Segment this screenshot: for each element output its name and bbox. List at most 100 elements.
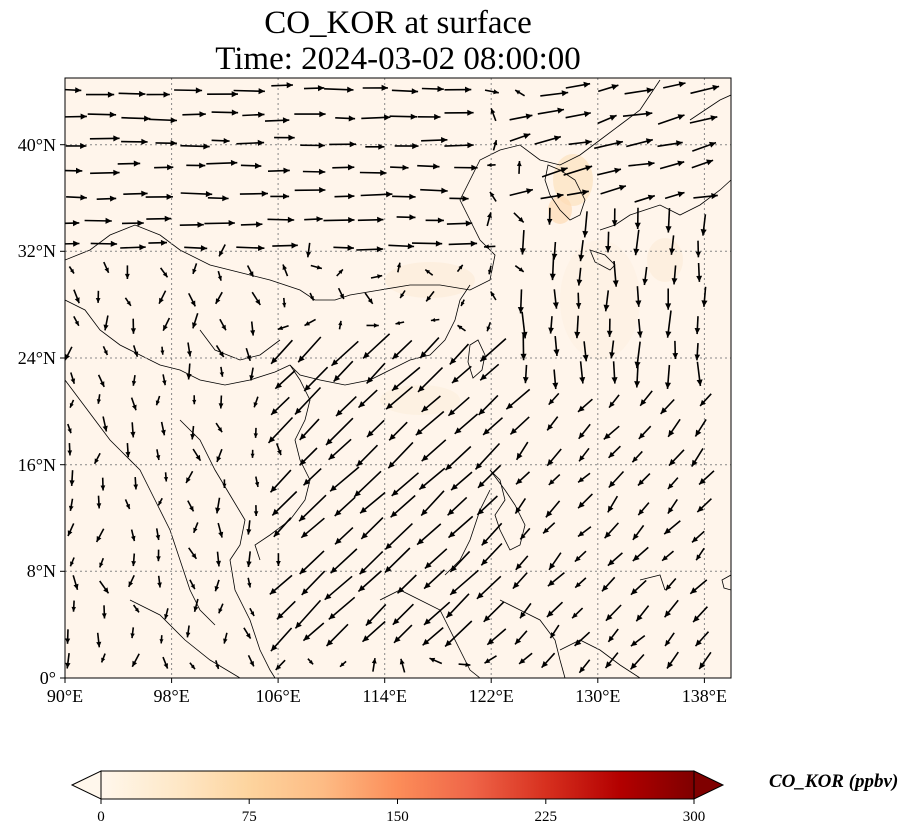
wind-arrow-head	[365, 618, 373, 626]
wind-arrow-head	[72, 220, 80, 227]
wind-arrow-head	[247, 582, 252, 588]
wind-arrow-head	[676, 140, 683, 147]
wind-arrow-head	[333, 374, 341, 382]
wind-arrow-head	[246, 355, 252, 361]
wind-arrow-head	[299, 433, 307, 440]
wind-arrow-head	[218, 608, 223, 614]
wind-arrow-head	[487, 163, 492, 168]
wind-arrow-head	[200, 245, 208, 252]
wind-arrow-head	[392, 352, 400, 359]
wind-arrow-head	[697, 505, 704, 513]
wind-arrow-head	[134, 607, 139, 613]
colorbar	[70, 770, 725, 804]
wind-arrow-head	[470, 240, 478, 247]
colorbar-tick-label: 0	[97, 809, 105, 825]
wind-arrow-head	[667, 507, 674, 514]
wind-arrow-head	[694, 328, 701, 335]
wind-arrow-head	[481, 538, 489, 546]
wind-arrow-head	[549, 273, 556, 281]
wind-arrow-head	[545, 510, 553, 518]
wind-arrow-head	[95, 298, 101, 303]
wind-arrow-head	[490, 108, 496, 114]
wind-arrow-head	[253, 511, 259, 516]
wind-arrow-head	[231, 91, 238, 98]
colorbar-tick-label: 225	[534, 809, 558, 825]
wind-arrow-head	[380, 169, 387, 176]
wind-arrow-head	[163, 324, 168, 331]
axis-ticks	[60, 144, 705, 683]
wind-arrow-head	[328, 453, 336, 460]
wind-arrow-head	[128, 581, 134, 587]
wind-arrow-head	[163, 663, 168, 669]
wind-arrow-head	[197, 221, 204, 228]
wind-arrow-head	[578, 254, 585, 262]
wind-arrow-head	[465, 86, 472, 93]
wind-arrow-head	[699, 662, 706, 670]
wind-arrow-head	[671, 278, 678, 285]
wind-arrow-head	[74, 297, 80, 304]
wind-arrow-head	[420, 351, 427, 358]
wind-arrow-head	[608, 635, 614, 642]
wind-arrow-head	[411, 88, 419, 95]
wind-arrow-head	[584, 111, 591, 118]
wind-arrow-head	[665, 584, 672, 591]
wind-arrow-head	[395, 321, 401, 325]
wind-arrow-head	[282, 117, 290, 124]
wind-arrow-head	[678, 81, 686, 88]
wind-arrow-head	[348, 193, 355, 200]
wind-arrow-head	[277, 449, 282, 456]
wind-arrow-head	[467, 142, 474, 149]
wind-arrow-head	[579, 666, 586, 673]
wind-arrow-head	[512, 581, 520, 589]
wind-arrow-head	[582, 354, 589, 362]
wind-arrow-head	[523, 133, 531, 139]
wind-arrow-head	[99, 562, 104, 568]
wind-arrow-head	[476, 592, 484, 599]
wind-arrow-head	[190, 300, 196, 307]
wind-arrow-head	[336, 409, 343, 417]
wind-arrow-head	[585, 139, 592, 146]
wind-arrow-head	[445, 463, 453, 471]
wind-arrow-head	[80, 142, 87, 149]
wind-arrow-head	[608, 451, 615, 458]
wind-arrow-head	[124, 273, 130, 279]
wind-arrow-head	[96, 399, 101, 404]
wind-arrow-head	[478, 408, 486, 415]
y-tick-label: 32°N	[17, 241, 56, 262]
wind-arrow-head	[299, 567, 307, 574]
wind-arrow-head	[359, 567, 367, 575]
wind-arrow-head	[394, 636, 401, 643]
wind-arrow-head	[582, 189, 589, 196]
wind-arrow-head	[648, 160, 655, 167]
wind-arrow-head	[603, 304, 610, 312]
wind-arrow-head	[270, 644, 278, 652]
wind-arrow-head	[347, 86, 354, 93]
wind-arrow-head	[546, 218, 553, 225]
wind-arrow-head	[677, 191, 685, 198]
wind-arrow-head	[291, 242, 298, 249]
wind-arrow-head	[611, 220, 618, 227]
y-tick-label: 0°	[39, 668, 56, 688]
wind-arrow-head	[448, 531, 456, 538]
wind-arrow-head	[419, 483, 427, 490]
wind-arrow-head	[400, 293, 405, 299]
wind-arrow-head	[301, 531, 308, 538]
y-tick-label: 16°N	[17, 454, 56, 475]
wind-arrow-head	[103, 587, 109, 594]
wind-arrow-head	[422, 638, 430, 646]
wind-arrow-head	[303, 634, 311, 641]
wind-arrow-head	[579, 377, 586, 384]
wind-arrow-head	[69, 480, 75, 486]
wind-arrow-head	[139, 90, 146, 97]
wind-arrow-head	[248, 271, 254, 277]
wind-arrow-head	[572, 612, 578, 619]
map-frame	[64, 77, 732, 679]
wind-arrow-head	[107, 91, 115, 98]
map-subtitle-time: Time: 2024-03-02 08:00:00	[215, 41, 581, 77]
wind-arrow-head	[696, 275, 703, 282]
wind-arrow-head	[435, 240, 443, 247]
wind-arrow-head	[450, 588, 457, 595]
wind-arrow-head	[319, 187, 326, 194]
wind-arrow-head	[549, 562, 556, 570]
wind-arrow-head	[141, 138, 148, 145]
